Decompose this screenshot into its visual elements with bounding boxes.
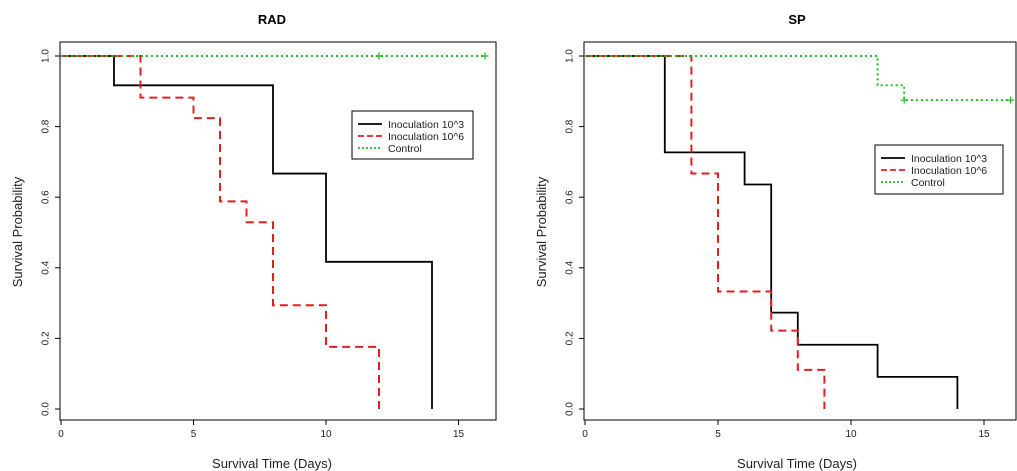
chart-title: SP [788, 12, 806, 27]
x-axis-label: Survival Time (Days) [212, 456, 332, 471]
x-tick-label: 10 [320, 429, 332, 440]
legend-label: Inoculation 10^6 [388, 131, 464, 143]
y-tick-label: 0.4 [41, 260, 52, 274]
x-tick-label: 15 [453, 429, 465, 440]
y-axis-label: Survival Probability [10, 176, 25, 287]
panel-rad: RAD Survival Time (Days) Survival Probab… [10, 12, 497, 471]
y-tick-label: 0.0 [41, 402, 52, 416]
censor-mark [900, 96, 908, 104]
series-line [61, 55, 433, 409]
x-tick-label: 10 [845, 429, 857, 440]
y-tick-label: 1.0 [41, 49, 52, 63]
series-line [61, 55, 380, 409]
y-tick-label: 0.2 [41, 331, 52, 345]
x-tick-label: 5 [191, 429, 197, 440]
x-tick-label: 0 [582, 429, 588, 440]
legend-box [874, 144, 1004, 195]
series-line [585, 55, 959, 409]
x-tick-label: 5 [715, 429, 721, 440]
y-tick-label: 0.8 [41, 119, 52, 133]
series-line [585, 55, 826, 409]
censor-mark [1007, 96, 1015, 104]
y-tick-label: 0.8 [565, 119, 576, 133]
x-tick-label: 15 [978, 429, 990, 440]
legend-label: Control [911, 177, 945, 189]
series-lines [585, 55, 1011, 409]
legend-label: Inoculation 10^6 [911, 165, 987, 177]
y-tick-label: 0.6 [565, 190, 576, 204]
y-tick-label: 0.4 [565, 260, 576, 274]
legend-label: Control [388, 143, 422, 155]
y-tick-label: 0.0 [565, 402, 576, 416]
censor-mark [375, 52, 383, 60]
chart-title: RAD [258, 12, 286, 27]
legend-box [351, 110, 474, 160]
x-axis-label: Survival Time (Days) [737, 456, 857, 471]
y-axis-label: Survival Probability [534, 176, 549, 287]
axis-ticks: 0 5 10 15 0.0 0.2 0.4 0.6 0.8 1.0 [41, 49, 465, 440]
y-tick-label: 1.0 [565, 49, 576, 63]
series-line [585, 55, 1011, 102]
panel-sp: SP Survival Time (Days) Survival Probabi… [534, 12, 1017, 471]
y-tick-label: 0.2 [565, 331, 576, 345]
series-lines [61, 55, 485, 409]
plot-area-frame [583, 41, 1017, 421]
censor-marks [900, 96, 1015, 104]
x-tick-label: 0 [58, 429, 64, 440]
censor-mark [481, 52, 489, 60]
plot-area-frame [59, 41, 497, 421]
legend-label: Inoculation 10^3 [911, 153, 987, 165]
axis-ticks: 0 5 10 15 0.0 0.2 0.4 0.6 0.8 1.0 [565, 49, 990, 440]
censor-marks [375, 52, 489, 60]
legend-label: Inoculation 10^3 [388, 119, 464, 131]
y-tick-label: 0.6 [41, 190, 52, 204]
